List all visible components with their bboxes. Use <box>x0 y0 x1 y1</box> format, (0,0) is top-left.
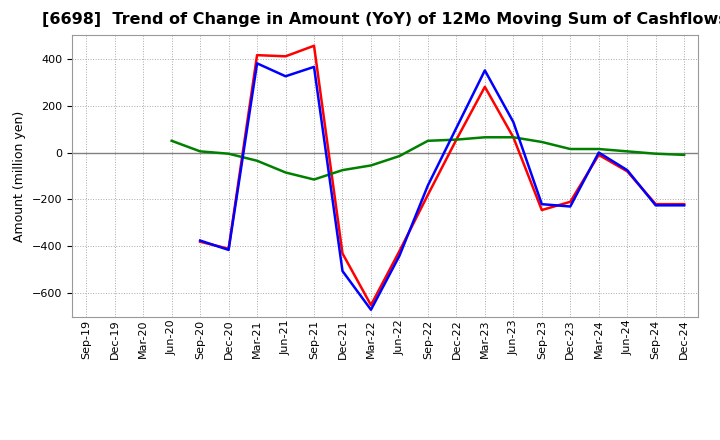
Free Cashflow <box>480 68 489 73</box>
Operating Cashflow <box>423 192 432 198</box>
Free Cashflow <box>253 61 261 66</box>
Investing Cashflow <box>595 147 603 152</box>
Operating Cashflow <box>253 52 261 58</box>
Free Cashflow <box>537 202 546 207</box>
Investing Cashflow <box>282 170 290 175</box>
Operating Cashflow <box>366 302 375 308</box>
Investing Cashflow <box>167 138 176 143</box>
Operating Cashflow <box>566 199 575 205</box>
Operating Cashflow <box>282 54 290 59</box>
Operating Cashflow <box>196 239 204 244</box>
Investing Cashflow <box>423 138 432 143</box>
Line: Investing Cashflow: Investing Cashflow <box>171 137 684 180</box>
Investing Cashflow <box>452 137 461 142</box>
Free Cashflow <box>196 238 204 243</box>
Investing Cashflow <box>566 147 575 152</box>
Free Cashflow <box>310 64 318 70</box>
Free Cashflow <box>225 247 233 253</box>
Investing Cashflow <box>196 149 204 154</box>
Investing Cashflow <box>509 135 518 140</box>
Line: Free Cashflow: Free Cashflow <box>200 63 684 310</box>
Investing Cashflow <box>623 149 631 154</box>
Title: [6698]  Trend of Change in Amount (YoY) of 12Mo Moving Sum of Cashflows: [6698] Trend of Change in Amount (YoY) o… <box>42 12 720 27</box>
Investing Cashflow <box>680 152 688 158</box>
Free Cashflow <box>509 119 518 125</box>
Operating Cashflow <box>509 135 518 140</box>
Investing Cashflow <box>537 139 546 145</box>
Free Cashflow <box>423 183 432 188</box>
Free Cashflow <box>623 168 631 173</box>
Investing Cashflow <box>253 158 261 163</box>
Investing Cashflow <box>480 135 489 140</box>
Operating Cashflow <box>623 169 631 174</box>
Investing Cashflow <box>225 151 233 156</box>
Y-axis label: Amount (million yen): Amount (million yen) <box>13 110 26 242</box>
Free Cashflow <box>652 203 660 208</box>
Free Cashflow <box>566 204 575 209</box>
Operating Cashflow <box>595 152 603 158</box>
Operating Cashflow <box>537 207 546 213</box>
Operating Cashflow <box>680 202 688 207</box>
Free Cashflow <box>282 73 290 79</box>
Investing Cashflow <box>338 168 347 173</box>
Free Cashflow <box>680 203 688 208</box>
Operating Cashflow <box>310 43 318 48</box>
Free Cashflow <box>338 268 347 274</box>
Operating Cashflow <box>652 202 660 207</box>
Operating Cashflow <box>452 137 461 142</box>
Free Cashflow <box>366 307 375 312</box>
Free Cashflow <box>395 253 404 258</box>
Free Cashflow <box>595 150 603 155</box>
Investing Cashflow <box>310 177 318 182</box>
Investing Cashflow <box>395 154 404 159</box>
Operating Cashflow <box>338 251 347 256</box>
Investing Cashflow <box>366 163 375 168</box>
Investing Cashflow <box>652 151 660 156</box>
Operating Cashflow <box>225 246 233 251</box>
Free Cashflow <box>452 125 461 131</box>
Operating Cashflow <box>480 84 489 89</box>
Line: Operating Cashflow: Operating Cashflow <box>200 46 684 305</box>
Operating Cashflow <box>395 249 404 254</box>
